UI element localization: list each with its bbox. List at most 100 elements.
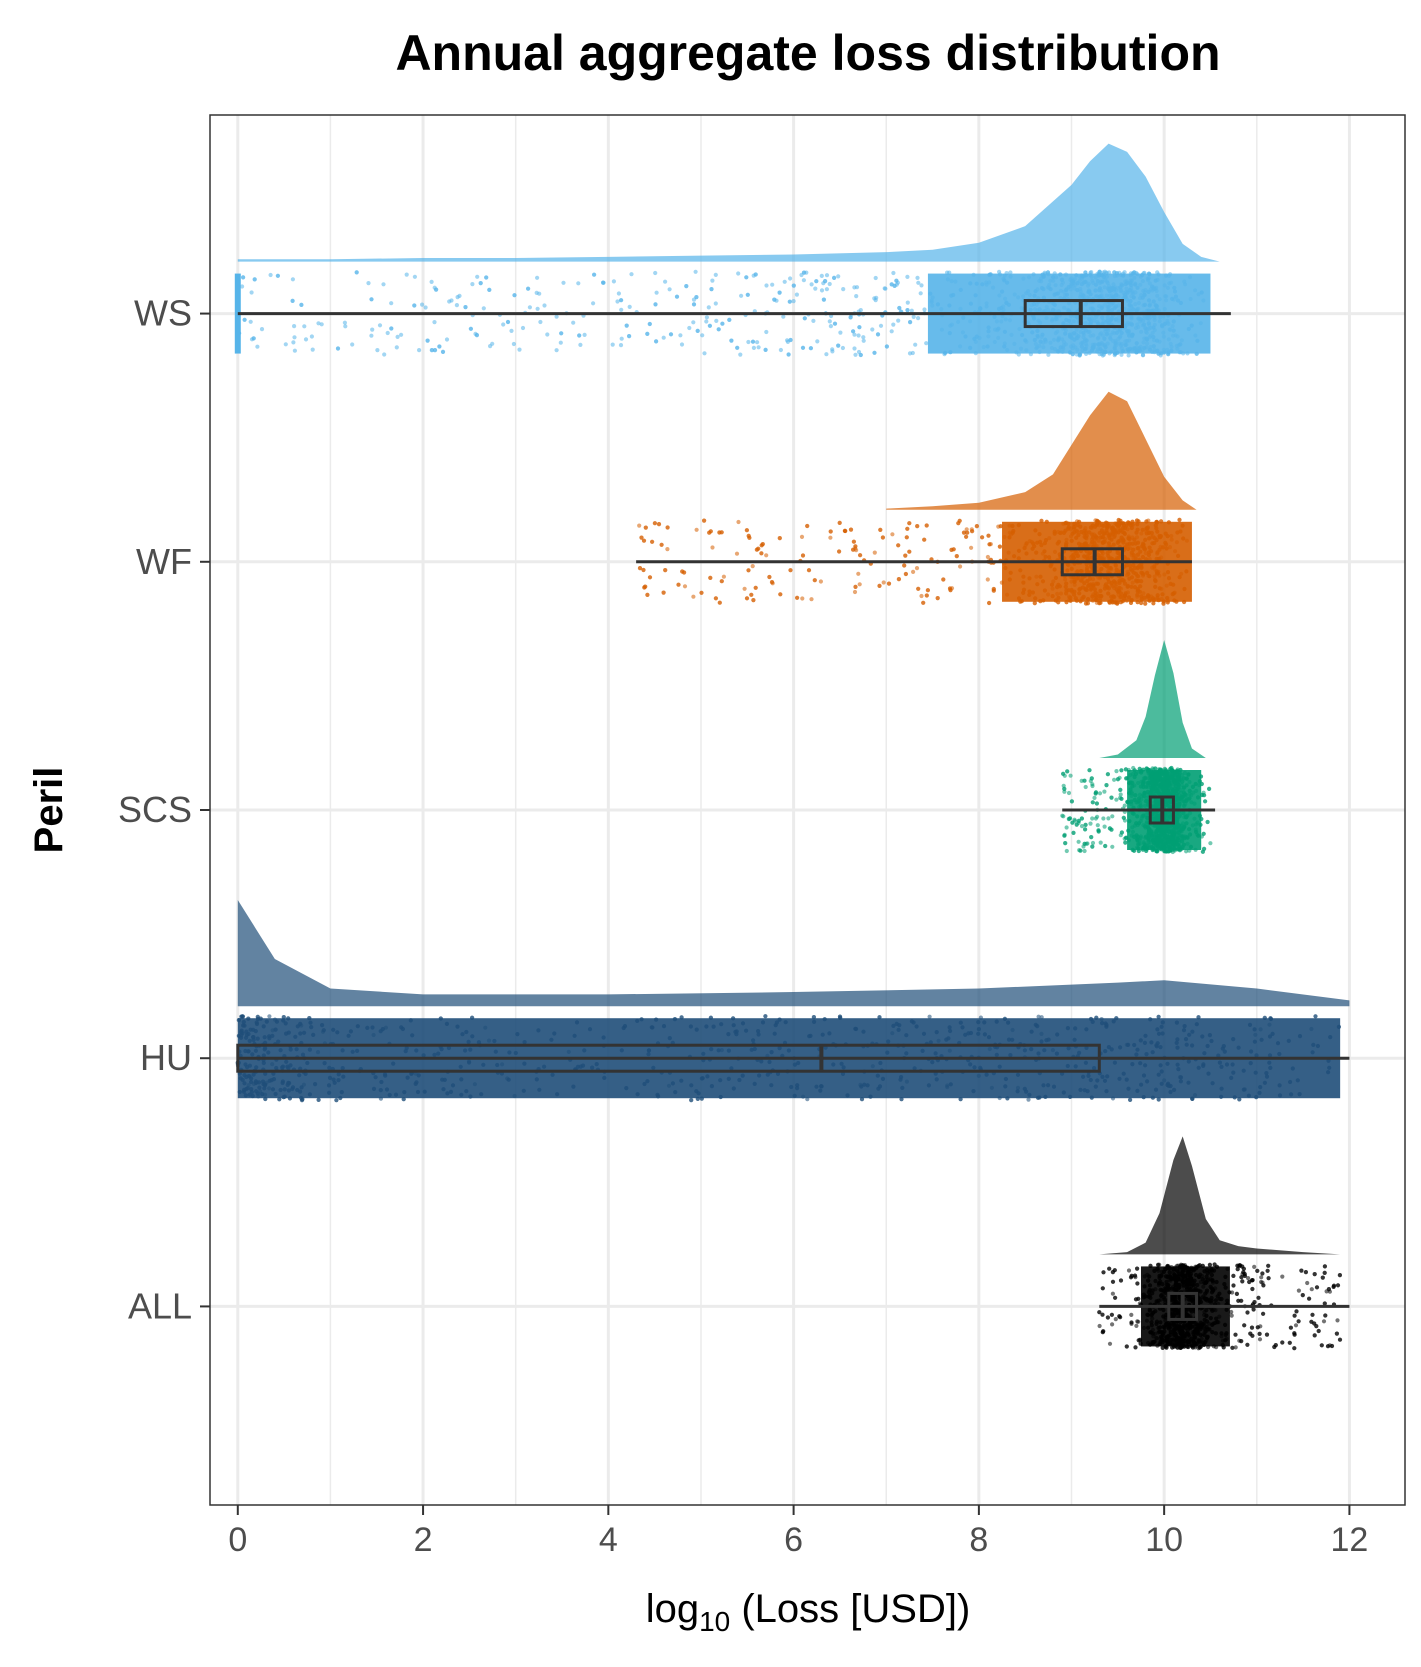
data-point [444, 337, 450, 342]
data-point [848, 315, 853, 320]
data-point [808, 346, 814, 351]
data-point [744, 528, 750, 533]
data-point [913, 342, 918, 347]
data-point [801, 278, 807, 283]
data-point [706, 305, 711, 310]
data-point [1118, 792, 1123, 797]
data-point [707, 323, 713, 328]
data-point [394, 345, 399, 350]
data-point [997, 544, 1003, 549]
data-point [753, 585, 758, 590]
data-point [739, 293, 744, 298]
data-point [1110, 814, 1115, 819]
data-point [1087, 768, 1092, 773]
data-point [678, 333, 683, 338]
data-point [643, 525, 648, 530]
data-point [852, 346, 857, 351]
data-point [870, 327, 875, 332]
data-point [965, 530, 970, 535]
data-point [578, 342, 583, 347]
data-point [801, 270, 807, 275]
data-point [827, 281, 832, 287]
data-point [896, 577, 902, 582]
data-point [907, 521, 912, 526]
data-point [1177, 517, 1182, 523]
data-point [719, 530, 724, 535]
data-point [891, 322, 896, 327]
data-point [836, 274, 841, 279]
data-point [700, 333, 705, 338]
data-point [1065, 769, 1070, 774]
data-point [1061, 771, 1066, 776]
data-point [1095, 814, 1100, 819]
data-point [423, 305, 428, 310]
data-point [909, 308, 914, 313]
data-point [756, 345, 761, 350]
data-point [925, 588, 931, 593]
data-point [291, 340, 296, 345]
data-point [716, 327, 721, 332]
data-point [292, 348, 297, 353]
data-point [366, 281, 371, 286]
data-point [911, 314, 916, 319]
data-point [799, 534, 805, 540]
data-point [455, 295, 460, 300]
density-cloud-ws [237, 143, 1220, 262]
data-point [823, 279, 828, 284]
data-point [827, 319, 832, 324]
data-point [656, 522, 662, 527]
data-point [577, 333, 582, 338]
data-point [404, 272, 409, 277]
data-point [637, 566, 643, 571]
data-point [1115, 601, 1120, 606]
data-point [818, 579, 824, 584]
data-point [434, 287, 439, 292]
data-point [922, 537, 927, 542]
data-point [475, 274, 480, 279]
data-point [665, 525, 670, 530]
data-point [429, 279, 434, 284]
data-point [858, 352, 863, 358]
data-point [881, 580, 886, 585]
data-point [1093, 791, 1098, 796]
data-point [809, 597, 814, 602]
data-point [381, 282, 386, 287]
data-point [241, 275, 246, 280]
data-point [858, 553, 863, 558]
data-point [691, 594, 696, 599]
data-point [517, 347, 522, 352]
data-point [905, 274, 910, 279]
data-point [417, 348, 422, 353]
data-point [872, 296, 877, 301]
data-point [922, 307, 927, 312]
data-point [354, 270, 359, 275]
data-point [806, 568, 812, 573]
data-point [1092, 795, 1097, 801]
data-point [1155, 270, 1160, 275]
data-point [1114, 797, 1119, 802]
data-point [468, 326, 473, 331]
data-point [986, 533, 991, 538]
data-point [542, 303, 547, 308]
data-point [1076, 839, 1081, 844]
data-point [1070, 820, 1075, 825]
data-point [815, 339, 820, 344]
data-point [1118, 787, 1123, 793]
data-point [399, 332, 404, 337]
data-point [1097, 269, 1102, 274]
data-point [729, 338, 734, 343]
data-point [653, 302, 658, 307]
data-point [335, 346, 341, 351]
data-point [770, 282, 775, 287]
data-point [882, 286, 887, 291]
data-point [576, 281, 581, 286]
data-point [343, 324, 348, 329]
data-point [1089, 835, 1094, 840]
data-point [637, 523, 642, 528]
data-point [639, 535, 644, 540]
data-point [787, 299, 792, 304]
data-point [856, 571, 861, 576]
data-point [382, 352, 387, 357]
data-point [610, 342, 615, 347]
data-point [509, 328, 514, 333]
